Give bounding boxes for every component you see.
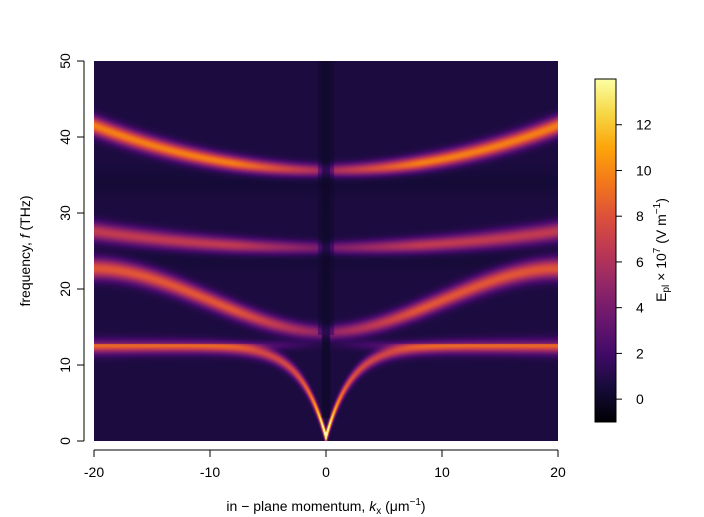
colorbar-tick-label: 6	[636, 254, 644, 270]
colorbar-tick-label: 0	[636, 391, 644, 407]
x-tick-label: -10	[200, 464, 220, 480]
colorbar-label: Epl × 107 (V m−1)	[652, 198, 672, 302]
y-tick-label: 0	[57, 437, 73, 445]
plot-area	[94, 61, 558, 441]
colorbar-tick-label: 8	[636, 208, 644, 224]
colorbar: 0 2 4 6 8 10 12	[594, 78, 652, 423]
y-axis-title: frequency, f (THz)	[17, 195, 33, 306]
y-tick-label: 10	[57, 357, 73, 373]
x-tick-label: 10	[434, 464, 450, 480]
colorbar-tick-label: 12	[636, 117, 652, 133]
x-axis: -20 -10 0 10 20	[84, 449, 566, 480]
x-tick-label: 0	[322, 464, 330, 480]
heatmap-image	[94, 61, 558, 441]
x-tick-label: 20	[550, 464, 566, 480]
y-tick-label: 50	[57, 53, 73, 69]
x-tick-label: -20	[84, 464, 104, 480]
colorbar-tick-label: 4	[636, 300, 644, 316]
colorbar-tick-label: 2	[636, 345, 644, 361]
colorbar-ticks: 0 2 4 6 8 10 12	[616, 117, 652, 407]
y-tick-label: 20	[57, 281, 73, 297]
colorbar-gradient	[594, 78, 617, 423]
colorbar-tick-label: 10	[636, 162, 652, 178]
y-axis: 0 10 20 30 40 50	[57, 53, 85, 445]
x-axis-title: in − plane momentum, kx (μm−1)	[226, 497, 425, 517]
y-tick-label: 30	[57, 205, 73, 221]
y-tick-label: 40	[57, 129, 73, 145]
